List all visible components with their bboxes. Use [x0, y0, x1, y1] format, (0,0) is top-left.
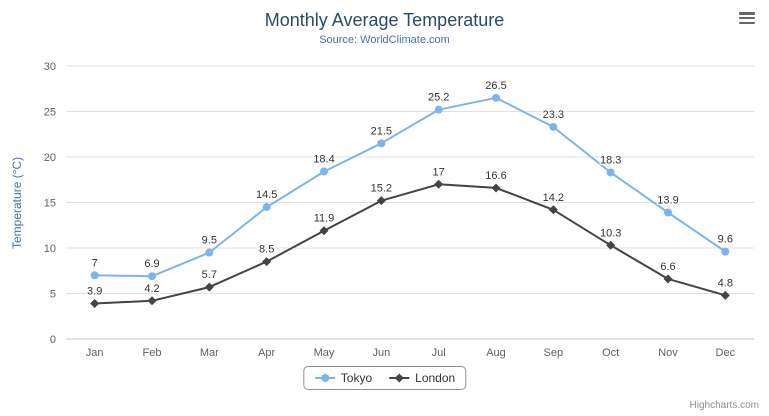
data-label: 25.2 [428, 92, 449, 104]
series-line-tokyo [93, 96, 727, 278]
x-tick-label: Mar [200, 347, 219, 359]
point-marker-london[interactable] [606, 240, 616, 250]
point-marker-tokyo[interactable] [492, 93, 500, 102]
hamburger-icon-bar [739, 16, 755, 20]
export-menu-button[interactable] [739, 12, 755, 24]
x-tick-label: Nov [658, 347, 678, 359]
legend-item-london[interactable]: London [388, 371, 455, 385]
x-tick-label: Oct [602, 347, 619, 359]
y-tick-label: 25 [44, 107, 56, 119]
data-label: 8.5 [259, 244, 274, 256]
chart-title: Monthly Average Temperature [264, 10, 505, 30]
data-label: 14.5 [256, 189, 277, 201]
data-label: 15.2 [371, 183, 392, 195]
point-marker-tokyo[interactable] [320, 167, 328, 176]
series-line-london [93, 183, 727, 305]
point-marker-london[interactable] [434, 179, 444, 189]
data-label: 11.9 [314, 213, 335, 225]
point-marker-tokyo[interactable] [549, 122, 558, 131]
data-label: 3.9 [87, 286, 102, 298]
point-marker-london[interactable] [262, 257, 272, 267]
point-marker-london[interactable] [90, 299, 100, 309]
point-marker-tokyo[interactable] [90, 271, 99, 280]
data-label: 9.6 [718, 234, 733, 246]
credits-link[interactable]: Highcharts.com [689, 400, 759, 411]
point-marker-tokyo[interactable] [377, 139, 386, 148]
x-tick-label: May [314, 347, 335, 359]
data-label: 9.5 [202, 235, 217, 247]
point-marker-tokyo[interactable] [262, 203, 271, 212]
point-marker-tokyo[interactable] [721, 247, 730, 256]
point-marker-london[interactable] [147, 296, 157, 306]
x-tick-label: Apr [258, 347, 275, 359]
point-marker-london[interactable] [548, 205, 558, 215]
legend: Tokyo London [302, 366, 467, 390]
y-tick-label: 0 [50, 334, 56, 346]
data-label: 7 [92, 257, 98, 269]
data-label: 10.3 [600, 227, 621, 239]
y-tick-label: 20 [44, 152, 56, 164]
data-label: 6.6 [660, 261, 675, 273]
x-tick-label: Jan [86, 347, 104, 359]
data-label: 26.5 [485, 80, 506, 92]
x-tick-label: Jun [372, 347, 390, 359]
data-label: 4.2 [144, 283, 159, 295]
point-marker-london[interactable] [720, 290, 730, 300]
data-label: 5.7 [202, 269, 217, 281]
x-tick-label: Jul [432, 347, 446, 359]
legend-marker-diamond-icon [389, 373, 410, 383]
point-marker-london[interactable] [663, 274, 673, 284]
y-tick-label: 10 [44, 243, 56, 255]
y-tick-label: 30 [44, 61, 56, 73]
point-marker-tokyo[interactable] [606, 168, 615, 177]
data-label: 21.5 [371, 125, 392, 137]
x-tick-label: Sep [544, 347, 564, 359]
x-tick-label: Dec [716, 347, 736, 359]
point-marker-london[interactable] [319, 226, 329, 236]
hamburger-icon-bar [739, 21, 755, 24]
point-marker-london[interactable] [376, 196, 386, 206]
chart-subtitle: Source: WorldClimate.com [319, 34, 450, 46]
legend-label: Tokyo [340, 371, 373, 385]
data-label: 17 [433, 166, 445, 178]
y-tick-label: 5 [50, 289, 56, 301]
data-label: 16.6 [485, 170, 506, 182]
x-tick-label: Aug [486, 347, 506, 359]
data-label: 13.9 [657, 195, 678, 207]
data-label: 4.8 [718, 277, 733, 289]
data-label: 18.3 [600, 154, 621, 166]
legend-label: London [415, 371, 456, 385]
point-marker-london[interactable] [204, 282, 214, 292]
point-marker-london[interactable] [491, 183, 501, 193]
point-marker-tokyo[interactable] [664, 208, 672, 217]
legend-item-tokyo[interactable]: Tokyo [314, 371, 372, 385]
data-label: 14.2 [543, 192, 564, 204]
point-marker-tokyo[interactable] [205, 248, 214, 257]
point-marker-tokyo[interactable] [434, 105, 443, 114]
data-label: 23.3 [543, 109, 564, 121]
point-marker-tokyo[interactable] [148, 272, 156, 281]
data-label: 18.4 [313, 154, 334, 166]
hamburger-icon [739, 12, 755, 15]
legend-marker-circle-icon [314, 374, 335, 382]
data-label: 6.9 [144, 258, 159, 270]
y-tick-label: 15 [44, 198, 56, 210]
x-tick-label: Feb [143, 347, 162, 359]
